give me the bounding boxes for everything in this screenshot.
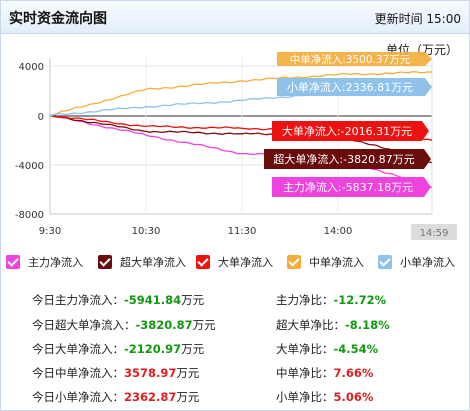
stat-main-in: 今日主力净流入：-5941.84万元 — [32, 292, 204, 308]
stat-value: -5941.84 — [124, 293, 182, 307]
legend-item-small[interactable]: 小单净流入 — [378, 252, 455, 272]
series-line — [49, 114, 433, 164]
callout-medium: 中单净流入:3500.37万元 — [277, 52, 432, 66]
stat-unit: 万元 — [176, 390, 200, 404]
stat-unit: 万元 — [181, 342, 205, 356]
stat-super-ratio: 超大单净比：-8.18% — [276, 317, 390, 333]
legend-item-large[interactable]: 大单净流入 — [196, 252, 273, 272]
callout-small-text: 小单净流入:2336.81万元 — [287, 80, 413, 94]
stat-label: 今日中单净流入： — [32, 366, 124, 380]
check-icon — [6, 255, 20, 269]
callout-superlarge-bg — [264, 149, 431, 169]
check-icon — [98, 255, 112, 269]
y-tick-label: 4000 — [19, 62, 44, 73]
stat-value: -3820.87 — [135, 318, 193, 332]
stat-super-in: 今日超大单净流入：-3820.87万元 — [32, 317, 216, 333]
stat-unit: 万元 — [176, 366, 200, 380]
stat-value: -4.54% — [333, 342, 379, 356]
stat-label: 大单净比： — [276, 342, 334, 356]
x-tick-label: 9:30 — [39, 226, 61, 237]
legend-label: 小单净流入 — [400, 256, 455, 269]
stat-label: 今日大单净流入： — [32, 342, 124, 356]
header-bar: 实时资金流向图 更新时间 15:00 — [1, 1, 469, 34]
callout-small: 小单净流入:2336.81万元 — [277, 78, 432, 96]
stat-value: 7.66% — [333, 366, 374, 380]
y-tick-label: -4000 — [15, 161, 44, 172]
fund-flow-chart: 4000 0 -4000 -8000 9:30 10:30 11:30 14:0… — [15, 52, 457, 240]
callout-large-text: 大单净流入:-2016.31万元 — [282, 124, 412, 138]
callout-superlarge-text: 超大单净流入:-3820.87万元 — [273, 152, 414, 166]
update-time: 更新时间 15:00 — [374, 12, 461, 26]
legend-item-medium[interactable]: 中单净流入 — [287, 252, 364, 272]
x-tick-label: 11:30 — [228, 226, 257, 237]
stat-medium-in: 今日中单净流入：3578.97万元 — [32, 365, 199, 381]
stats-panel: 今日主力净流入：-5941.84万元 今日超大单净流入：-3820.87万元 今… — [0, 286, 470, 406]
stat-value: -12.72% — [333, 293, 387, 307]
stat-label: 超大单净比： — [276, 318, 345, 332]
legend-label: 大单净流入 — [218, 256, 273, 269]
callout-main-bg — [272, 177, 431, 197]
stat-large-in: 今日大单净流入：-2120.97万元 — [32, 341, 204, 357]
stat-label: 今日小单净流入： — [32, 390, 124, 404]
y-tick-label: -8000 — [15, 210, 44, 221]
stat-value: -8.18% — [345, 318, 390, 332]
x-tick-label: 14:00 — [324, 226, 353, 237]
callout-medium-text: 中单净流入:3500.37万元 — [290, 53, 411, 66]
widget-title: 实时资金流向图 — [9, 11, 107, 27]
legend-item-superlarge[interactable]: 超大单净流入 — [98, 252, 186, 272]
series-line — [49, 71, 433, 116]
stat-medium-ratio: 中单净比：7.66% — [276, 365, 373, 381]
stat-small-in: 今日小单净流入：2362.87万元 — [32, 389, 199, 405]
callout-medium-bg — [277, 52, 432, 66]
stat-value: 2362.87 — [124, 390, 177, 404]
callout-main-text: 主力净流入:-5837.18万元 — [283, 180, 413, 194]
legend-item-main[interactable]: 主力净流入 — [6, 252, 83, 272]
y-tick-label: 0 — [38, 112, 44, 123]
stat-unit: 万元 — [192, 318, 216, 332]
stat-value: -2120.97 — [124, 342, 182, 356]
callout-superlarge: 超大单净流入:-3820.87万元 — [264, 149, 431, 169]
time-badge-bg — [411, 224, 457, 240]
time-badge: 14:59 — [420, 228, 449, 239]
check-icon — [287, 255, 301, 269]
stat-main-ratio: 主力净比：-12.72% — [276, 292, 386, 308]
stat-small-ratio: 小单净比：5.06% — [276, 389, 373, 405]
x-tick-label: 10:30 — [132, 226, 161, 237]
callout-large-bg — [272, 121, 429, 141]
stat-value: 3578.97 — [124, 366, 177, 380]
legend-label: 主力净流入 — [28, 256, 83, 269]
callout-small-bg — [277, 78, 432, 96]
stat-large-ratio: 大单净比：-4.54% — [276, 341, 378, 357]
stat-label: 中单净比： — [276, 366, 334, 380]
check-icon — [378, 255, 392, 269]
stat-unit: 万元 — [181, 293, 205, 307]
stat-label: 小单净比： — [276, 390, 334, 404]
stat-value: 5.06% — [333, 390, 374, 404]
legend-label: 超大单净流入 — [120, 256, 186, 269]
check-icon — [196, 255, 210, 269]
callout-large: 大单净流入:-2016.31万元 — [272, 121, 429, 141]
legend-label: 中单净流入 — [309, 256, 364, 269]
stat-label: 主力净比： — [276, 293, 334, 307]
callout-main: 主力净流入:-5837.18万元 — [272, 177, 431, 197]
stat-label: 今日主力净流入： — [32, 293, 124, 307]
stat-label: 今日超大单净流入： — [32, 318, 136, 332]
